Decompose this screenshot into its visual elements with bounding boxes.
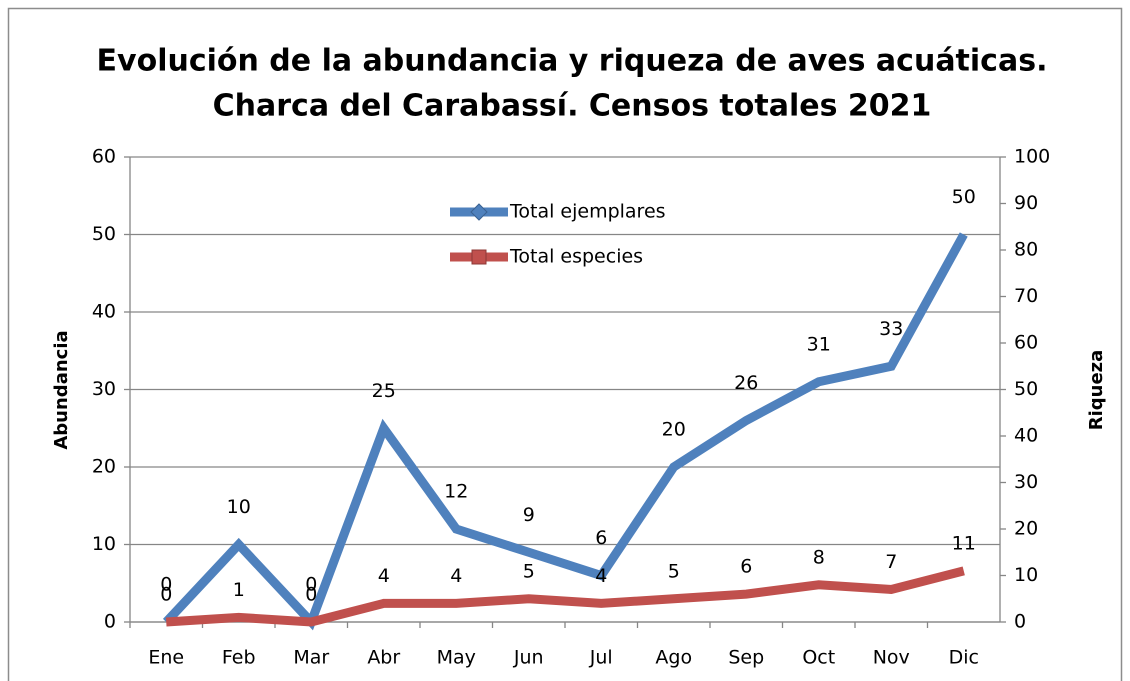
data-label: 26 <box>734 372 758 394</box>
data-label: 25 <box>372 380 396 402</box>
y2-tick-label: 40 <box>1014 425 1038 447</box>
data-label: 4 <box>450 565 462 587</box>
chart-title: Charca del Carabassí. Censos totales 202… <box>213 89 932 124</box>
x-tick-label: Abr <box>367 647 400 669</box>
data-label: 33 <box>879 318 903 340</box>
legend-label: Total ejemplares <box>509 201 666 223</box>
legend-label: Total especies <box>509 246 643 268</box>
x-tick-label: Oct <box>802 647 835 669</box>
x-tick-label: Dic <box>949 647 979 669</box>
data-label: 20 <box>662 419 686 441</box>
y-tick-label: 50 <box>92 223 116 245</box>
data-label: 9 <box>523 504 535 526</box>
data-label: 0 <box>160 574 172 596</box>
data-label: 4 <box>595 565 607 587</box>
x-tick-label: May <box>437 647 476 669</box>
data-label: 50 <box>952 186 976 208</box>
y2-tick-label: 60 <box>1014 332 1038 354</box>
y2-tick-label: 90 <box>1014 192 1038 214</box>
y2-tick-label: 70 <box>1014 285 1038 307</box>
x-tick-label: Ago <box>655 647 692 669</box>
x-tick-label: Sep <box>728 647 764 669</box>
data-label: 12 <box>444 481 468 503</box>
data-label: 8 <box>813 546 825 568</box>
data-label: 4 <box>378 565 390 587</box>
chart-title: Evolución de la abundancia y riqueza de … <box>97 44 1048 79</box>
y-tick-label: 30 <box>92 378 116 400</box>
y-tick-label: 10 <box>92 533 116 555</box>
y-axis-title: Abundancia <box>51 330 72 449</box>
data-label: 6 <box>595 527 607 549</box>
series-line <box>162 232 968 631</box>
y2-tick-label: 10 <box>1014 564 1038 586</box>
data-label: 1 <box>233 579 245 601</box>
series-line <box>165 566 965 627</box>
y2-tick-label: 50 <box>1014 378 1038 400</box>
data-label: 11 <box>952 532 976 554</box>
legend-marker <box>471 249 487 265</box>
y2-tick-label: 30 <box>1014 471 1038 493</box>
chart-border <box>7 7 1123 681</box>
y-tick-label: 0 <box>104 611 116 633</box>
data-label: 0 <box>305 584 317 606</box>
y2-tick-label: 80 <box>1014 239 1038 261</box>
x-tick-label: Jul <box>589 647 613 669</box>
data-label: 5 <box>668 560 680 582</box>
data-label: 5 <box>523 560 535 582</box>
y-tick-label: 40 <box>92 301 116 323</box>
data-label: 0 <box>160 584 172 606</box>
x-tick-label: Ene <box>148 647 184 669</box>
y2-tick-label: 100 <box>1014 146 1050 168</box>
data-label: 31 <box>807 333 831 355</box>
y2-tick-label: 0 <box>1014 611 1026 633</box>
x-tick-label: Feb <box>222 647 256 669</box>
data-label: 10 <box>227 496 251 518</box>
data-label: 7 <box>885 551 897 573</box>
y-tick-label: 60 <box>92 146 116 168</box>
data-label: 6 <box>740 556 752 578</box>
legend-marker <box>470 203 488 221</box>
y2-tick-label: 20 <box>1014 518 1038 540</box>
data-label: 0 <box>305 574 317 596</box>
x-tick-label: Jun <box>513 647 544 669</box>
x-tick-label: Nov <box>873 647 910 669</box>
y-tick-label: 20 <box>92 456 116 478</box>
y2-axis-title: Riqueza <box>1086 350 1107 431</box>
x-tick-label: Mar <box>293 647 329 669</box>
